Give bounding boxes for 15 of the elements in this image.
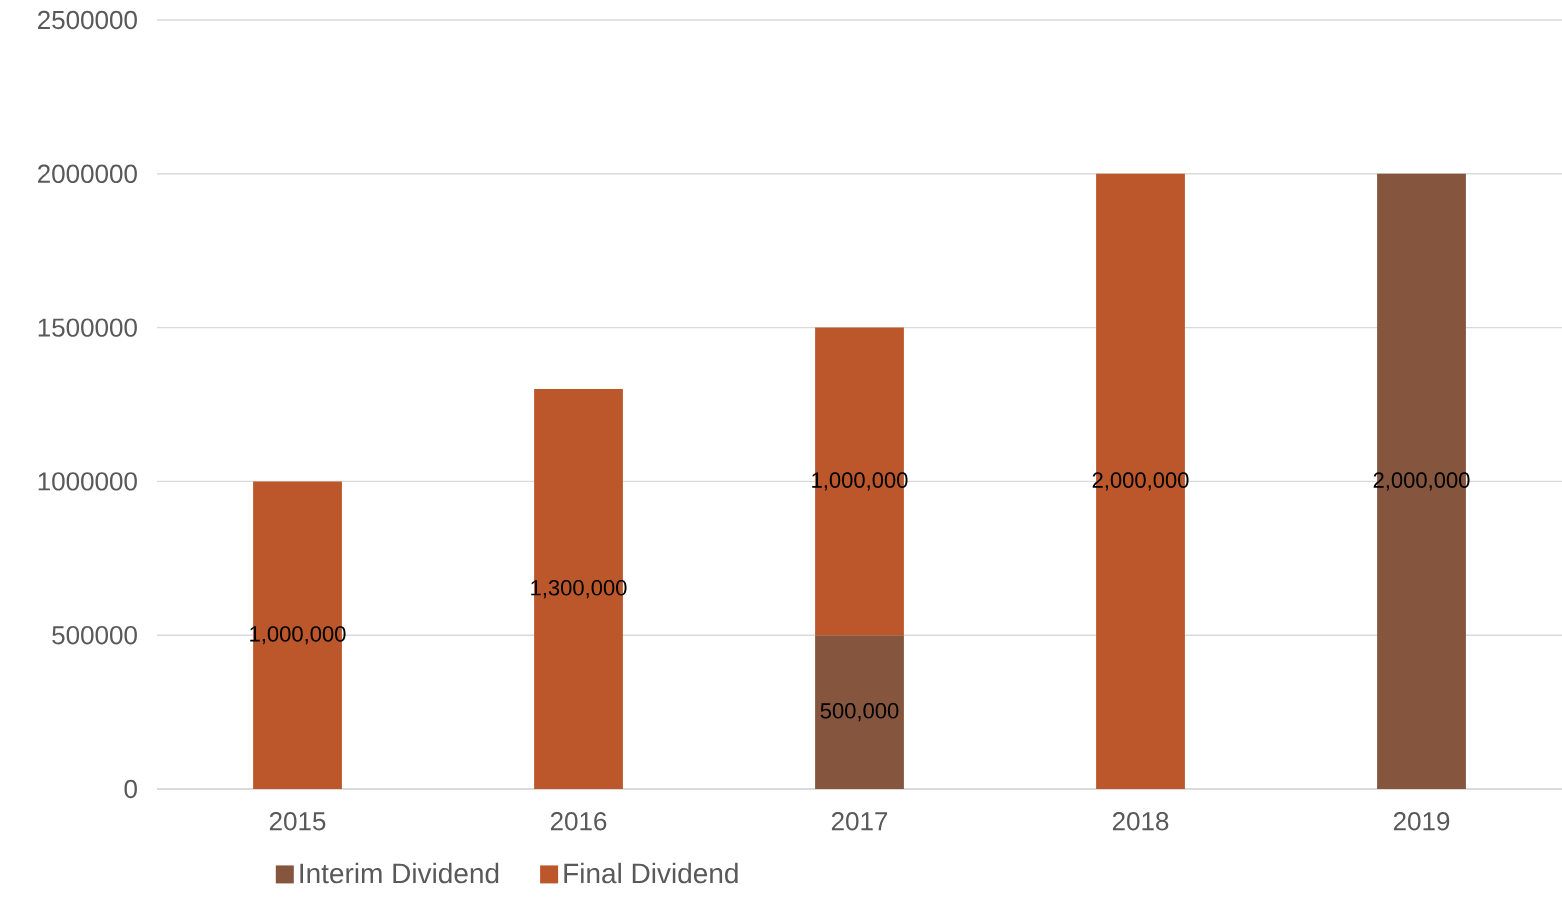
y-tick-label: 1500000 <box>38 318 137 337</box>
y-tick-label: 0 <box>124 779 137 799</box>
y-tick-label: 2500000 <box>38 10 137 30</box>
legend-label: Final Dividend <box>564 862 738 884</box>
y-tick-label: 1000000 <box>38 472 137 491</box>
data-label: 500,000 <box>820 703 899 722</box>
y-tick-label: 500000 <box>52 625 137 645</box>
x-tick-label: 2019 <box>1393 812 1450 831</box>
x-tick-label: 2018 <box>1112 812 1169 831</box>
x-tick-label: 2015 <box>269 812 326 831</box>
y-tick-label: 2000000 <box>38 164 137 183</box>
legend-label: Interim Dividend <box>300 862 499 884</box>
x-tick-label: 2016 <box>550 812 607 831</box>
bar <box>815 635 904 789</box>
x-tick-label: 2017 <box>831 812 888 831</box>
